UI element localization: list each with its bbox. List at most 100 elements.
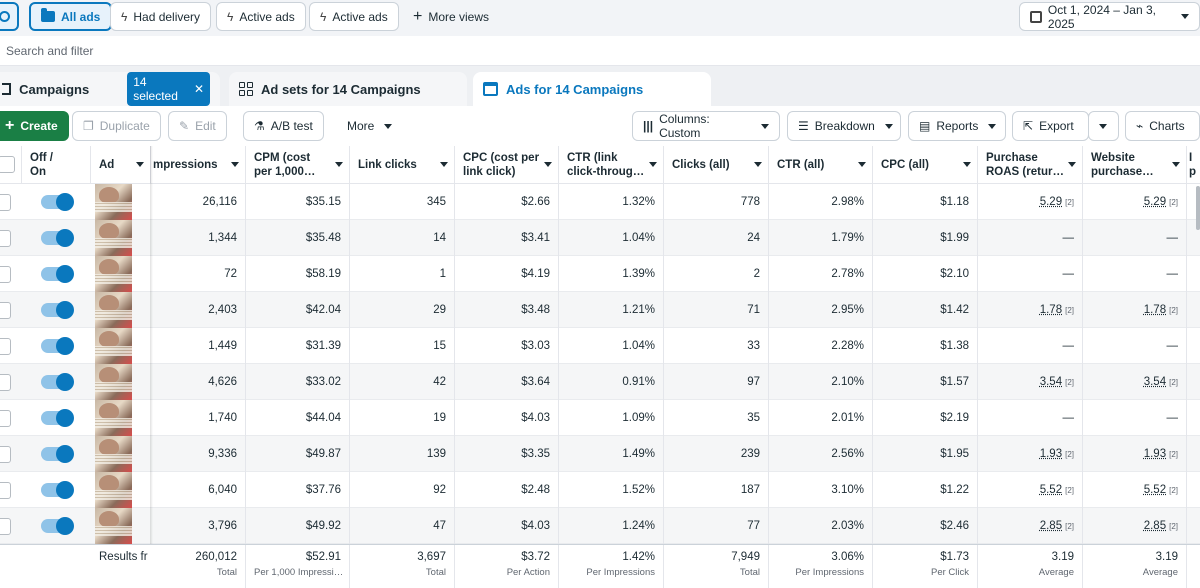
row-checkbox[interactable] [0,194,11,211]
ad-thumbnail[interactable] [95,400,132,436]
ad-thumbnail[interactable] [95,328,132,364]
tab-ads[interactable]: Ads for 14 Campaigns [473,72,711,106]
ad-toggle[interactable] [41,375,71,389]
edit-button[interactable]: ✎ Edit [168,111,227,141]
row-checkbox[interactable] [0,446,11,463]
header-website-purchase[interactable]: Website purchase… [1083,146,1187,184]
header-offon[interactable]: Off / On [22,146,91,184]
header-cpc-all[interactable]: CPC (all) [873,146,978,184]
view-label: All ads [61,10,100,24]
charts-button[interactable]: ⌁ Charts [1125,111,1200,141]
row-checkbox[interactable] [0,266,11,283]
header-purchase-roas[interactable]: Purchase ROAS (retur… [978,146,1083,184]
duplicate-button[interactable]: ❐ Duplicate [72,111,161,141]
view-active-ads[interactable]: ϟ Active ads [216,2,306,31]
summary-row: Results fr 260,012 Total $52.91 Per 1,000 … [0,544,1200,588]
table-row[interactable]: 9,336 $49.87 139 $3.35 1.49% 239 2.56% $1.95 1.9… [0,436,1200,472]
select-all-checkbox[interactable] [0,156,15,173]
table-row[interactable]: 1,344 $35.48 14 $3.41 1.04% 24 1.79% $1.99 — — [0,220,1200,256]
ad-thumbnail[interactable] [95,364,132,400]
table-row[interactable]: 1,740 $44.04 19 $4.03 1.09% 35 2.01% $2.19 — — [0,400,1200,436]
export-dropdown[interactable] [1088,111,1119,141]
search-input[interactable] [6,42,606,60]
footnote-marker[interactable]: [2] [1169,522,1178,531]
ad-thumbnail[interactable] [95,292,132,328]
cell-cpc-all: $1.22 [873,472,978,508]
view-had-delivery[interactable]: ϟ Had delivery [110,2,211,31]
ad-toggle[interactable] [41,411,71,425]
header-impressions[interactable]: mpressions [151,146,246,184]
ad-toggle[interactable] [41,231,71,245]
search-icon[interactable] [0,2,19,31]
ad-thumbnail[interactable] [95,184,132,220]
create-button[interactable]: + Create [0,111,69,141]
ad-toggle[interactable] [41,483,71,497]
cell-value: 71 [747,304,760,316]
footnote-marker[interactable]: [2] [1169,450,1178,459]
table-row[interactable]: 3,796 $49.92 47 $4.03 1.24% 77 2.03% $2.46 2.85[… [0,508,1200,544]
ad-toggle[interactable] [41,267,71,281]
header-ad[interactable]: Ad [91,146,151,184]
header-ctr-all[interactable]: CTR (all) [769,146,873,184]
ad-toggle[interactable] [41,447,71,461]
table-row[interactable]: 26,116 $35.15 345 $2.66 1.32% 778 2.98% $1.18 5.… [0,184,1200,220]
footnote-marker[interactable]: [2] [1065,198,1074,207]
export-button[interactable]: ⇱ Export [1012,111,1089,141]
more-views-button[interactable]: + More views [402,2,500,31]
table-row[interactable]: 72 $58.19 1 $4.19 1.39% 2 2.78% $2.10 — — [0,256,1200,292]
header-cpm[interactable]: CPM (cost per 1,000… [246,146,350,184]
table-row[interactable]: 2,403 $42.04 29 $3.48 1.21% 71 2.95% $1.42 1.78[… [0,292,1200,328]
view-all-ads[interactable]: All ads [29,2,112,31]
selected-badge[interactable]: 14 selected ✕ [127,72,210,106]
more-button[interactable]: More [336,111,403,141]
ad-thumbnail[interactable] [95,220,132,256]
vertical-scrollbar[interactable] [1196,186,1200,230]
header-extra[interactable]: I p [1187,146,1200,184]
cell-roas: 5.29 [2] [978,184,1083,220]
cell-value: 2.28% [831,340,864,352]
row-checkbox[interactable] [0,230,11,247]
footnote-marker[interactable]: [2] [1065,378,1074,387]
ad-thumbnail[interactable] [95,256,132,292]
ad-thumbnail[interactable] [95,436,132,472]
footnote-marker[interactable]: [2] [1065,486,1074,495]
view-active-ads-2[interactable]: ϟ Active ads [309,2,399,31]
header-clicks-all[interactable]: Clicks (all) [664,146,769,184]
row-checkbox[interactable] [0,482,11,499]
row-checkbox[interactable] [0,374,11,391]
date-range-picker[interactable]: Oct 1, 2024 – Jan 3, 2025 [1019,2,1200,31]
table-row[interactable]: 1,449 $31.39 15 $3.03 1.04% 33 2.28% $1.38 — — [0,328,1200,364]
ad-toggle[interactable] [41,339,71,353]
footnote-marker[interactable]: [2] [1065,522,1074,531]
ad-thumbnail[interactable] [95,508,132,544]
footnote-marker[interactable]: [2] [1169,306,1178,315]
reports-button[interactable]: ▤ Reports [908,111,1006,141]
footnote-marker[interactable]: [2] [1169,378,1178,387]
tab-campaigns[interactable]: Campaigns 14 selected ✕ [0,72,220,106]
cell-roas: 1.93 [2] [978,436,1083,472]
header-link-clicks[interactable]: Link clicks [350,146,455,184]
footnote-marker[interactable]: [2] [1065,306,1074,315]
table-row[interactable]: 6,040 $37.76 92 $2.48 1.52% 187 3.10% $1.22 5.52… [0,472,1200,508]
row-checkbox[interactable] [0,518,11,535]
tab-adsets[interactable]: Ad sets for 14 Campaigns [229,72,467,106]
footnote-marker[interactable]: [2] [1169,198,1178,207]
footnote-marker[interactable]: [2] [1169,486,1178,495]
cell-clicks-all: 239 [664,436,769,472]
ad-toggle[interactable] [41,195,71,209]
header-cpc-link[interactable]: CPC (cost per link click) [455,146,559,184]
close-icon[interactable]: ✕ [194,82,204,96]
ad-thumbnail[interactable] [95,472,132,508]
ab-test-button[interactable]: ⚗ A/B test [243,111,324,141]
ad-toggle[interactable] [41,303,71,317]
breakdown-button[interactable]: ☰ Breakdown [787,111,901,141]
select-all-header[interactable] [0,146,22,184]
ad-toggle[interactable] [41,519,71,533]
row-checkbox[interactable] [0,338,11,355]
row-checkbox[interactable] [0,302,11,319]
table-row[interactable]: 4,626 $33.02 42 $3.64 0.91% 97 2.10% $1.57 3.54[… [0,364,1200,400]
footnote-marker[interactable]: [2] [1065,450,1074,459]
row-checkbox[interactable] [0,410,11,427]
columns-button[interactable]: ||| Columns: Custom [632,111,780,141]
header-ctr-link[interactable]: CTR (link click-throug… [559,146,664,184]
